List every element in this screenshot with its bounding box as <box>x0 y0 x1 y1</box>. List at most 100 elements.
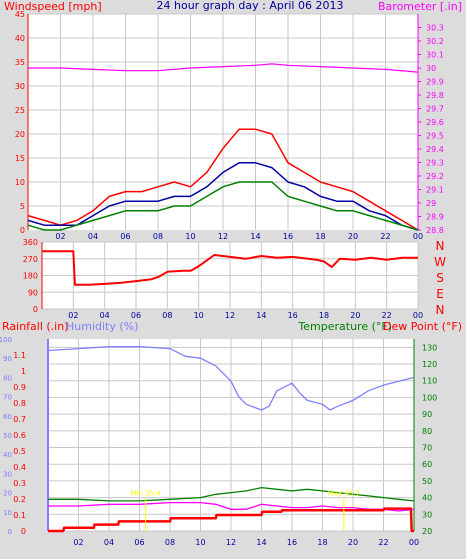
x-tick-label: 22 <box>382 311 392 320</box>
rainfall-tick-labels: 0 0.1 0.2 0.3 0.4 0.5 0.6 0.7 0.8 0.9 1 1.1 <box>13 351 26 536</box>
direction-tick-label: 0 <box>33 305 38 314</box>
barometer-tick-label: 28.8 <box>426 226 444 235</box>
temperature-tick-label: 30 <box>422 510 432 519</box>
rainfall-tick-label: 0.1 <box>13 511 26 520</box>
temperature-tick-label: 120 <box>422 360 437 369</box>
barometer-tick-labels: 28.8 28.9 29 29.1 29.2 29.3 29.4 29.5 29.6 29.7 29… <box>418 24 444 235</box>
wind-panel-series <box>27 63 419 231</box>
x-tick-label: 02 <box>73 538 83 547</box>
temperature-tick-label: 90 <box>422 410 432 419</box>
min-max-annotations: Min 35.4 Max 45.7 <box>130 490 360 531</box>
x-tick-label: 06 <box>120 232 130 241</box>
humidity-tick-label: 40 <box>3 451 12 459</box>
barometer-tick-label: 29.7 <box>426 105 444 114</box>
rainfall-tick-label: 0.3 <box>13 479 26 488</box>
compass-letter: W <box>434 255 446 269</box>
humidity-tick-label: 0 <box>8 528 12 536</box>
x-tick-label: 04 <box>104 538 114 547</box>
atmosphere-panel-series <box>47 346 415 533</box>
x-tick-label: 08 <box>162 311 172 320</box>
windspeed-tick-label: 10 <box>15 178 25 187</box>
barometer-tick-label: 29.6 <box>426 118 444 127</box>
barometer-tick-label: 28.9 <box>426 213 444 222</box>
x-tick-label: 22 <box>378 538 388 547</box>
wind-direction-line <box>42 250 418 286</box>
direction-tick-label: 180 <box>23 272 38 281</box>
x-tick-label: 16 <box>287 538 297 547</box>
rainfall-tick-label: 0.6 <box>13 431 26 440</box>
x-tick-label: 12 <box>225 311 235 320</box>
barometer-tick-label: 29.4 <box>426 145 444 154</box>
atmosphere-panel-x-tick-labels: 02 04 06 08 10 12 14 16 18 20 22 00 <box>73 538 419 547</box>
barometer-axis-label: Barometer [.in] <box>378 0 462 13</box>
windspeed-tick-label: 25 <box>15 106 25 115</box>
windspeed-tick-label: 5 <box>20 202 25 211</box>
humidity-tick-label: 90 <box>3 355 12 363</box>
x-tick-label: 10 <box>195 538 205 547</box>
windspeed-tick-label: 40 <box>15 34 25 43</box>
x-tick-label: 14 <box>256 311 266 320</box>
rainfall-legend: Rainfall (.in) <box>2 320 69 333</box>
barometer-line <box>28 63 419 73</box>
x-tick-label: 20 <box>350 311 360 320</box>
barometer-tick-label: 29.2 <box>426 172 444 181</box>
windspeed-tick-label: 30 <box>15 82 25 91</box>
direction-tick-labels: 0 90 180 270 360 <box>23 238 38 314</box>
rainfall-tick-label: 0.2 <box>13 495 26 504</box>
x-tick-label: 18 <box>315 232 325 241</box>
x-tick-label: 00 <box>413 232 423 241</box>
humidity-tick-label: 10 <box>3 509 12 517</box>
compass-letter: S <box>436 271 444 285</box>
barometer-tick-label: 30.2 <box>426 37 444 46</box>
direction-tick-label: 270 <box>23 255 38 264</box>
barometer-tick-label: 29.3 <box>426 159 444 168</box>
rainfall-tick-label: 0.7 <box>13 415 26 424</box>
x-tick-label: 18 <box>319 311 329 320</box>
rainfall-tick-label: 0.5 <box>13 447 26 456</box>
x-tick-label: 04 <box>100 311 110 320</box>
barometer-tick-label: 30.1 <box>426 51 444 60</box>
temperature-tick-labels: 20 30 40 50 60 70 80 90 100 110 120 130 <box>422 343 437 536</box>
humidity-tick-label: 60 <box>3 413 12 421</box>
x-tick-label: 16 <box>283 232 293 241</box>
direction-panel-series <box>42 250 418 286</box>
compass-letter: N <box>436 239 445 253</box>
x-tick-label: 18 <box>317 538 327 547</box>
humidity-tick-label: 70 <box>3 394 12 402</box>
barometer-tick-label: 29.5 <box>426 132 444 141</box>
humidity-line <box>47 346 415 411</box>
temperature-tick-label: 50 <box>422 477 432 486</box>
wind-panel-grid <box>28 13 419 230</box>
temperature-legend: Temperature (°F) <box>297 320 392 333</box>
max-annotation-label: Max 45.7 <box>328 490 360 498</box>
x-tick-label: 14 <box>250 232 260 241</box>
humidity-tick-labels: 0 10 20 30 40 50 60 70 80 90 100 <box>0 336 12 536</box>
barometer-tick-label: 30 <box>426 64 436 73</box>
humidity-tick-label: 20 <box>3 490 12 498</box>
direction-panel-grid <box>42 241 419 310</box>
windspeed-line <box>27 128 419 231</box>
x-tick-label: 06 <box>131 311 141 320</box>
x-tick-label: 02 <box>68 311 78 320</box>
x-tick-label: 08 <box>165 538 175 547</box>
x-tick-label: 10 <box>194 311 204 320</box>
barometer-tick-label: 29 <box>426 199 436 208</box>
rainfall-tick-label: 0.4 <box>13 463 26 472</box>
windspeed-tick-label: 15 <box>15 154 25 163</box>
x-tick-label: 16 <box>288 311 298 320</box>
direction-tick-label: 360 <box>23 238 38 247</box>
humidity-tick-label: 80 <box>3 374 12 382</box>
wind-minimum-line <box>27 181 419 231</box>
x-tick-label: 20 <box>348 232 358 241</box>
compass-letter: E <box>436 287 444 301</box>
x-tick-label: 08 <box>153 232 163 241</box>
min-annotation-label: Min 35.4 <box>130 490 161 498</box>
x-tick-label: 06 <box>134 538 144 547</box>
x-tick-label: 12 <box>226 538 236 547</box>
windspeed-tick-labels: 0 5 10 15 20 25 30 35 40 45 <box>15 10 25 235</box>
barometer-tick-label: 29.1 <box>426 186 444 195</box>
x-tick-label: 12 <box>218 232 228 241</box>
windspeed-tick-label: 35 <box>15 58 25 67</box>
